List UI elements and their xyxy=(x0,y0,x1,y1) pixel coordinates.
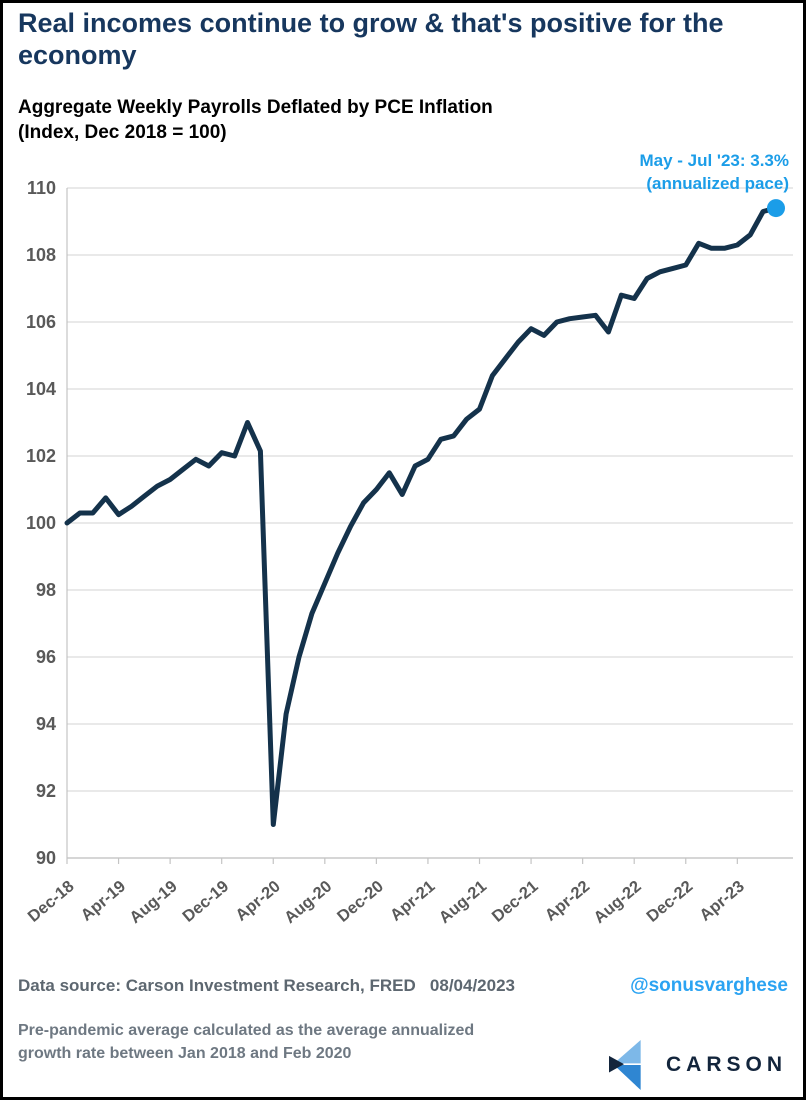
x-axis-tick-label: Aug-22 xyxy=(590,877,644,927)
x-axis-tick-label: Apr-20 xyxy=(232,877,284,924)
x-axis-tick-label: Apr-21 xyxy=(387,877,439,924)
footnote-text: Pre-pandemic average calculated as the a… xyxy=(18,1022,475,1063)
carson-logo-icon xyxy=(608,1040,641,1090)
x-axis-tick-label: Aug-20 xyxy=(281,877,335,927)
y-axis-tick-label: 102 xyxy=(26,446,56,466)
data-source-text: Data source: Carson Investment Research,… xyxy=(18,976,515,995)
chart-subtitle-line2: (Index, Dec 2018 = 100) xyxy=(18,122,227,144)
x-axis-tick-label: Apr-19 xyxy=(78,877,130,924)
y-axis-tick-label: 94 xyxy=(36,714,56,734)
chart-annotation-line2: (annualized pace) xyxy=(646,174,789,193)
y-axis-tick-label: 100 xyxy=(26,513,56,533)
y-axis-tick-label: 106 xyxy=(26,312,56,332)
y-axis-tick-label: 104 xyxy=(26,379,56,399)
carson-logo: CARSON xyxy=(604,1037,787,1093)
x-axis-tick-label: Dec-18 xyxy=(25,877,78,926)
x-axis-tick-label: Apr-22 xyxy=(542,877,594,924)
x-axis-tick-label: Dec-20 xyxy=(334,877,387,926)
twitter-handle-link[interactable]: @sonusvarghese xyxy=(630,975,788,996)
chart-endpoint-dot xyxy=(767,199,785,218)
x-axis-tick-label: Dec-19 xyxy=(179,877,232,926)
x-axis-tick-label: Aug-19 xyxy=(126,877,180,927)
source-row: Data source: Carson Investment Research,… xyxy=(18,975,788,997)
line-chart: 90 92 94 96 98 100 102 104 106 108 110 Dec-18 Apr-19… xyxy=(3,143,803,963)
line-chart-svg: 90 92 94 96 98 100 102 104 106 108 110 Dec-18 Apr-19… xyxy=(25,178,793,927)
chart-annotation-line1: May - Jul '23: 3.3% xyxy=(639,151,789,170)
x-axis-tick-label: Aug-21 xyxy=(436,877,490,927)
y-axis-tick-label: 90 xyxy=(36,848,56,868)
y-axis-tick-label: 96 xyxy=(36,647,56,667)
chart-line xyxy=(64,205,779,827)
chart-annotation: May - Jul '23: 3.3% (annualized pace) xyxy=(639,149,789,195)
y-axis-tick-label: 98 xyxy=(36,580,56,600)
y-axis-tick-label: 92 xyxy=(36,781,56,801)
x-axis-tick-label: Dec-21 xyxy=(489,877,542,926)
chart-subtitle-line1: Aggregate Weekly Payrolls Deflated by PC… xyxy=(18,97,493,118)
page-title: Real incomes continue to grow & that's p… xyxy=(18,8,724,71)
x-axis-tick-label: Apr-23 xyxy=(696,877,748,924)
y-axis-tick-label: 108 xyxy=(26,245,56,265)
carson-logo-text: CARSON xyxy=(665,1053,787,1076)
y-axis-tick-label: 110 xyxy=(27,178,56,198)
chart-subtitle: Aggregate Weekly Payrolls Deflated by PC… xyxy=(18,95,778,146)
x-axis-tick-label: Dec-22 xyxy=(643,877,696,926)
